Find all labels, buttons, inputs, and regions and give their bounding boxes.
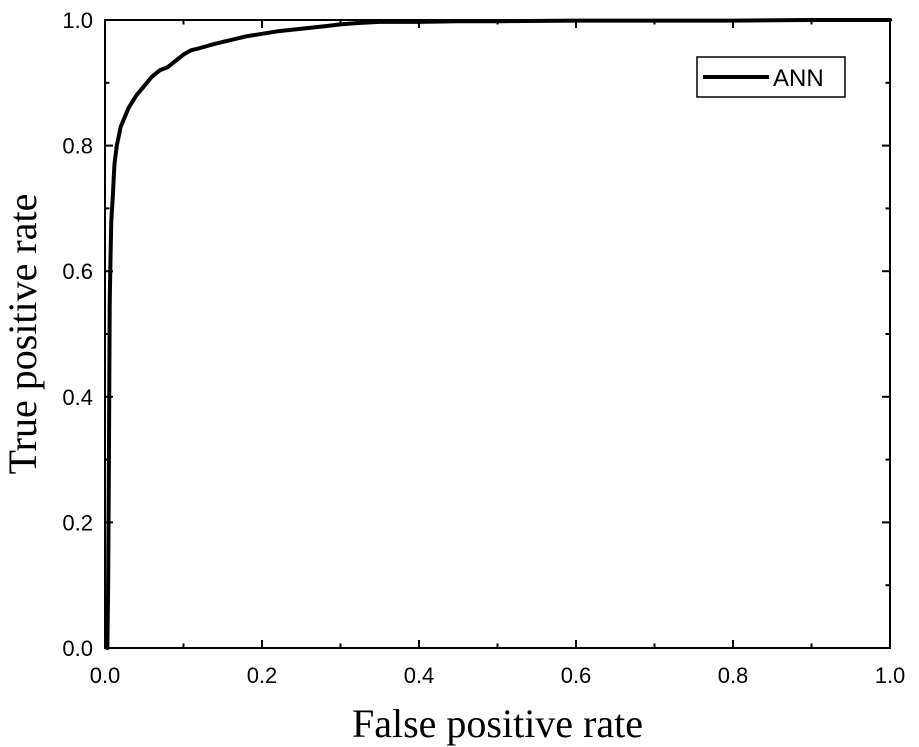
x-tick-label: 0.4	[404, 663, 435, 688]
y-tick-label: 0.0	[62, 636, 93, 661]
axis-ticks	[104, 19, 891, 649]
y-tick-label: 0.6	[62, 259, 93, 284]
legend: ANN	[696, 56, 846, 98]
x-tick-label: 0.2	[247, 663, 278, 688]
y-tick-label: 0.2	[62, 510, 93, 535]
x-tick-label: 0.6	[561, 663, 592, 688]
axis-tick-labels: 0.0 0.2 0.4 0.6 0.8 1.0 0.0 0.2 0.4 0.6 0.8 1.0	[62, 8, 905, 688]
legend-label: ANN	[773, 65, 824, 92]
x-axis-title: False positive rate	[352, 701, 643, 746]
y-axis-title: True positive rate	[0, 194, 45, 475]
y-tick-label: 0.4	[62, 385, 93, 410]
y-tick-label: 1.0	[62, 8, 93, 33]
x-tick-label: 0.0	[90, 663, 121, 688]
roc-curve-line	[105, 18, 892, 650]
x-tick-label: 1.0	[875, 663, 906, 688]
plot-frame	[104, 19, 891, 649]
x-tick-label: 0.8	[718, 663, 749, 688]
y-tick-label: 0.8	[62, 134, 93, 159]
